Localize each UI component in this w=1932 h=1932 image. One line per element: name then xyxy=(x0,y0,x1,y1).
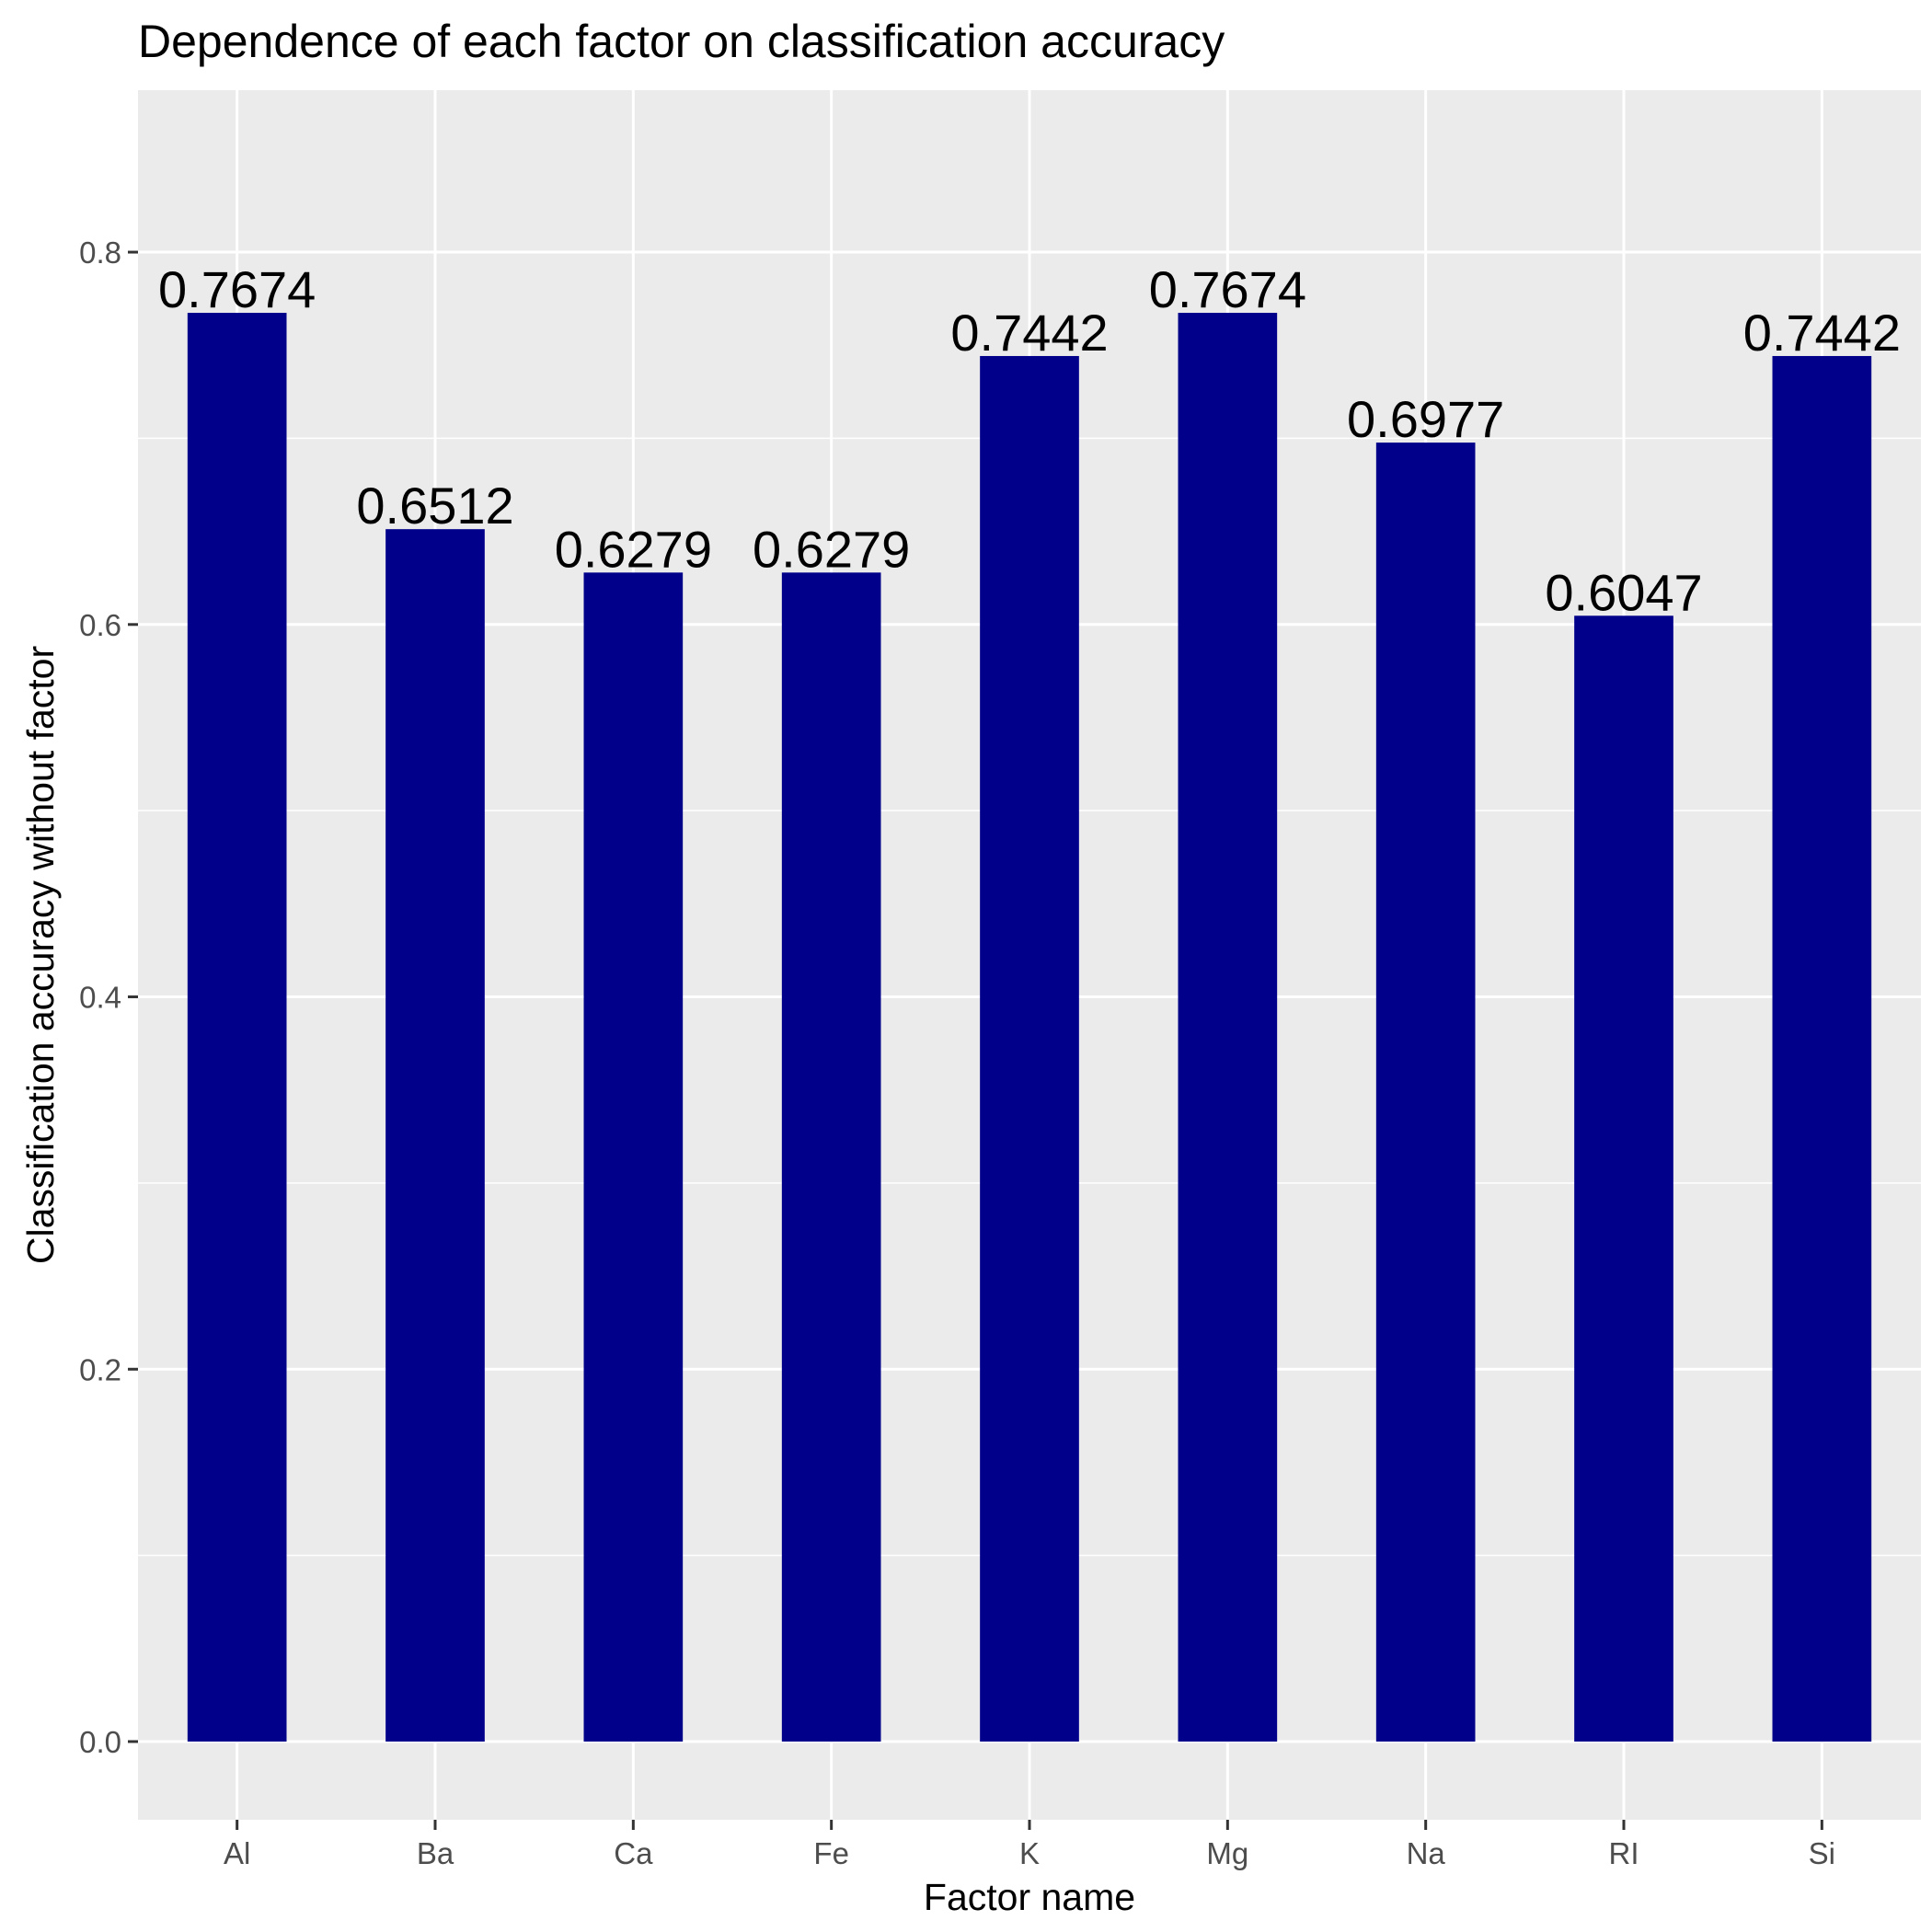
bar-ba xyxy=(385,529,485,1742)
y-tick-label: 0.2 xyxy=(79,1352,121,1386)
x-tick-label-ba: Ba xyxy=(417,1836,454,1870)
y-tick-label: 0.4 xyxy=(79,981,121,1015)
data-labels: 0.7674 0.6512 0.6279 0.6279 0.7442 0.7674 0.69… xyxy=(158,260,1901,621)
bar-si xyxy=(1772,355,1872,1742)
data-label-ba: 0.6512 xyxy=(356,477,513,535)
x-tick-label-al: Al xyxy=(224,1836,250,1870)
bar-ri xyxy=(1574,615,1673,1742)
y-tick-label: 0.8 xyxy=(79,236,121,270)
data-label-al: 0.7674 xyxy=(158,260,316,318)
data-label-k: 0.7442 xyxy=(950,304,1108,362)
data-label-ri: 0.6047 xyxy=(1545,563,1702,621)
bars xyxy=(187,313,1872,1742)
bar-fe xyxy=(781,572,881,1742)
bar-na xyxy=(1375,443,1476,1742)
bar-al xyxy=(187,313,287,1742)
data-label-si: 0.7442 xyxy=(1743,304,1901,362)
y-tick-label: 0.6 xyxy=(79,608,121,642)
x-tick-label-si: Si xyxy=(1809,1836,1835,1870)
x-axis-title: Factor name xyxy=(924,1876,1135,1918)
x-tick-label-k: K xyxy=(1019,1836,1040,1870)
data-label-fe: 0.6279 xyxy=(753,520,910,578)
x-tick-label-fe: Fe xyxy=(813,1836,849,1870)
y-axis-title: Classification accuracy without factor xyxy=(19,646,62,1264)
data-label-mg: 0.7674 xyxy=(1149,260,1306,318)
y-axis: 0.0 0.2 0.4 0.6 0.8 xyxy=(79,236,138,1759)
bar-k xyxy=(980,355,1079,1742)
bar-ca xyxy=(583,572,684,1742)
x-axis: Al Ba Ca Fe K Mg Na RI Si xyxy=(224,1820,1835,1870)
data-label-ca: 0.6279 xyxy=(555,520,712,578)
x-tick-label-mg: Mg xyxy=(1206,1836,1248,1870)
x-tick-label-ca: Ca xyxy=(614,1836,653,1870)
y-tick-label: 0.0 xyxy=(79,1725,121,1759)
bar-mg xyxy=(1178,313,1278,1742)
data-label-na: 0.6977 xyxy=(1347,390,1504,448)
x-tick-label-na: Na xyxy=(1407,1836,1446,1870)
x-tick-label-ri: RI xyxy=(1609,1836,1639,1870)
chart-title: Dependence of each factor on classificat… xyxy=(138,16,1225,67)
